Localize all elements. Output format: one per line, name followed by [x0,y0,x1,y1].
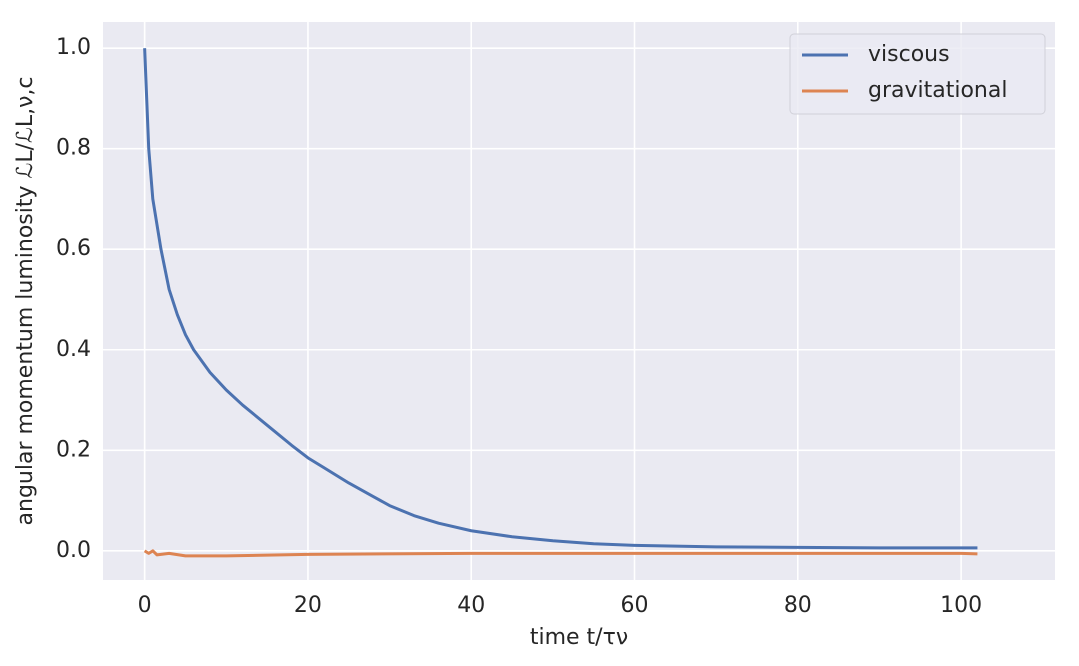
y-tick-label: 0.4 [56,337,91,362]
x-tick-label: 20 [294,593,322,618]
x-tick-label: 40 [457,593,485,618]
x-tick-label: 0 [138,593,152,618]
plot-area [103,22,1055,580]
x-axis-label: time t/τν [530,625,628,650]
y-axis-label: angular momentum luminosity ℒL/ℒL,ν,c [13,77,38,526]
x-tick-label: 80 [784,593,812,618]
line [143,48,978,550]
y-tick-label: 0.8 [56,136,91,161]
legend-box [789,33,1046,115]
legend-label: gravitational [868,78,1007,103]
x-tick-label: 60 [621,593,649,618]
y-tick-label: 1.0 [56,35,91,60]
y-tick-label: 0.0 [56,538,91,563]
x-tick-label: 100 [940,593,982,618]
line [143,549,978,558]
legend-label: viscous [868,42,950,67]
y-tick-label: 0.2 [56,437,91,462]
y-tick-label: 0.6 [56,236,91,261]
